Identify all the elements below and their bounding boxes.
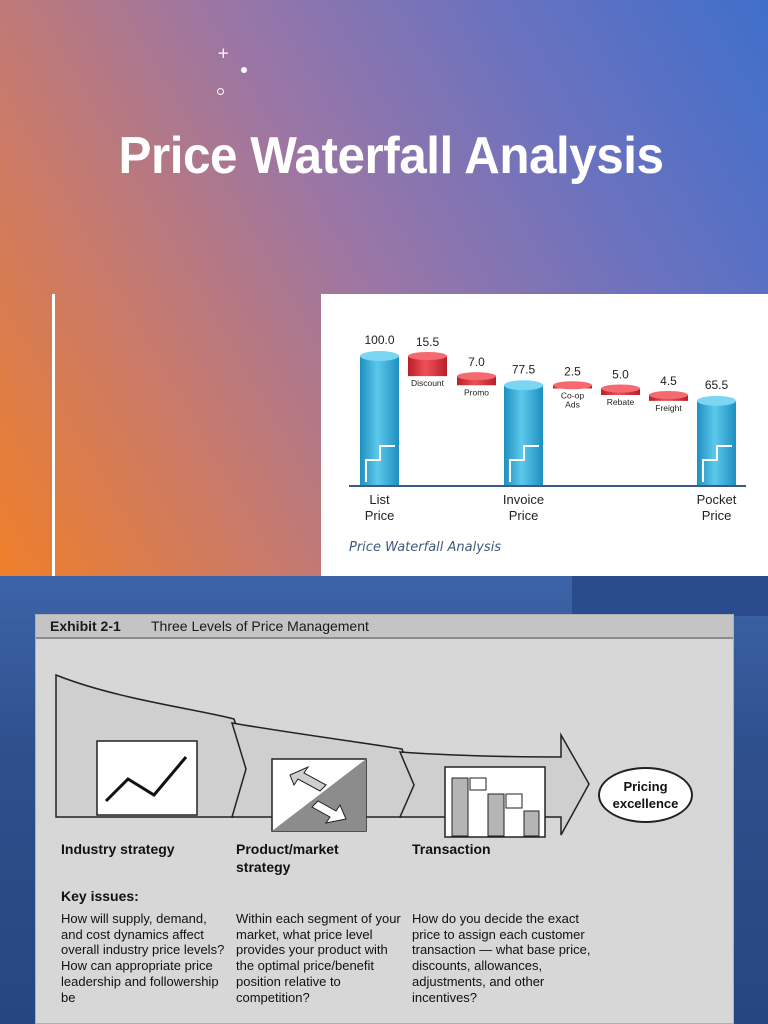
column-heading-transaction: Transaction [412, 841, 491, 857]
column-body-industry: How will supply, demand, and cost dynami… [61, 911, 225, 1005]
waterfall-bar [457, 376, 496, 386]
waterfall-category-label: Co-op [561, 391, 584, 401]
ring-decoration-icon [217, 88, 224, 95]
waterfall-bar-cap [457, 372, 496, 381]
waterfall-bar [408, 356, 447, 377]
background-band [572, 576, 768, 616]
waterfall-category-label: Rebate [607, 397, 635, 407]
dot-decoration-icon [241, 67, 247, 73]
waterfall-bar-cap [649, 391, 688, 399]
waterfall-value-label: 4.5 [660, 374, 677, 388]
column-body-transaction: How do you decide the exact price to ass… [412, 911, 591, 1005]
waterfall-bar-cap [697, 395, 736, 406]
exhibit-label: Exhibit 2-1 [50, 618, 121, 634]
waterfall-chart-panel: 100.0 List Price 15.5 Discount 7.0 Promo 77.5 In… [321, 294, 768, 576]
exhibit-slide: Exhibit 2-1 Three Levels of Price Manage… [0, 576, 768, 1024]
waterfall-bar-highlight [509, 445, 539, 482]
waterfall-bar-cap [360, 351, 399, 361]
waterfall-bar-cap [553, 381, 592, 390]
exhibit-figure: Exhibit 2-1 Three Levels of Price Manage… [35, 614, 734, 1024]
waterfall-category-label: Ads [565, 400, 580, 410]
waterfall-category-label: Freight [655, 403, 682, 413]
waterfall-category-label: Discount [411, 378, 445, 388]
slide-title: Price Waterfall Analysis [118, 127, 664, 185]
waterfall-bar-cap [504, 380, 543, 391]
waterfall-axis-label: Pocket [697, 492, 737, 507]
exhibit-title: Three Levels of Price Management [151, 618, 369, 634]
title-slide: + Price Waterfall Analysis 100.0 List Pric… [0, 0, 768, 576]
waterfall-value-label: 100.0 [364, 333, 394, 347]
plus-decoration-icon: + [217, 44, 230, 62]
waterfall-value-label: 77.5 [512, 362, 536, 376]
waterfall-bar-cap [408, 352, 447, 360]
vertical-divider [52, 294, 55, 576]
waterfall-axis-label: Price [702, 508, 732, 523]
pricing-excellence-ellipse: Pricing excellence [598, 767, 693, 823]
price-bars-icon [444, 766, 546, 838]
waterfall-axis-label: List [369, 492, 390, 507]
line-trend-icon [96, 740, 198, 816]
waterfall-value-label: 15.5 [416, 335, 440, 349]
exchange-arrows-icon [271, 758, 367, 832]
waterfall-value-label: 65.5 [705, 378, 729, 392]
waterfall-chart: 100.0ListPrice15.5Discount7.0Promo77.5In… [349, 333, 746, 523]
exhibit-header: Exhibit 2-1 Three Levels of Price Manage… [36, 615, 733, 639]
waterfall-bar-highlight [365, 445, 395, 482]
waterfall-value-label: 5.0 [612, 368, 629, 382]
waterfall-value-label: 2.5 [564, 364, 581, 378]
price-levels-arrow [55, 673, 590, 838]
waterfall-category-label: Promo [464, 387, 489, 397]
waterfall-axis-label: Invoice [503, 492, 544, 507]
key-issues-label: Key issues: [61, 888, 139, 904]
waterfall-bar-highlight [702, 445, 732, 482]
waterfall-bar-cap [601, 384, 640, 393]
column-heading-industry: Industry strategy [61, 841, 175, 857]
waterfall-value-label: 7.0 [468, 355, 485, 369]
column-heading-product-market: Product/market strategy [236, 841, 339, 875]
chart-caption: Price Waterfall Analysis [349, 540, 502, 555]
waterfall-axis-label: Price [365, 508, 395, 523]
column-body-product-market: Within each segment of your market, what… [236, 911, 401, 1005]
waterfall-axis-label: Price [509, 508, 539, 523]
